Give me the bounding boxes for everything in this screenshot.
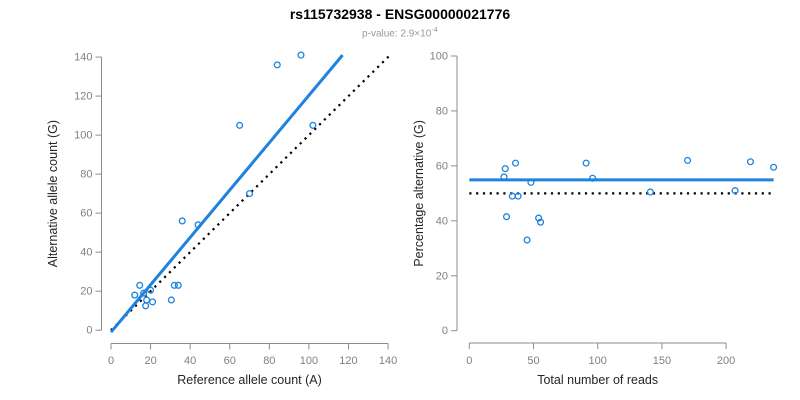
right-y-tick-label: 0 [442,325,448,337]
right-x-tick-label: 200 [717,355,735,367]
left-data-point [174,281,182,289]
right-data-point [508,192,516,200]
right-data-point [582,159,590,167]
left-y-tick-label: 60 [80,208,92,220]
left-x-tick-label: 140 [379,355,397,367]
right-data-point [746,158,755,166]
right-y-tick-label: 20 [436,270,448,282]
left-x-tick-label: 120 [339,355,357,367]
right-x-tick-label: 50 [527,355,539,367]
right-y-axis-title: Percentage alternative (G) [412,120,426,267]
left-data-point [147,286,155,294]
right-y-tick-label: 80 [436,105,448,117]
left-regression-fit-line [109,54,344,334]
left-data-point [236,121,244,129]
right-y-tick-label: 60 [436,160,448,172]
left-data-point [131,291,139,299]
left-x-tick-label: 0 [108,355,114,367]
figure-title: rs115732938 - ENSG00000021776 [289,6,511,22]
left-data-point [178,217,186,225]
left-x-tick-label: 40 [184,355,196,367]
figure-subtitle: p-value: 2.9×10-4 [0,25,800,39]
left-x-tick-label: 100 [300,355,318,367]
right-data-point [684,156,692,164]
left-data-point [297,51,305,59]
left-y-tick-label: 20 [80,286,92,298]
left-y-tick-label: 120 [74,91,92,103]
left-x-tick-label: 60 [224,355,236,367]
right-y-tick-label: 100 [430,51,448,63]
right-data-point [731,187,739,195]
right-x-tick-label: 100 [589,355,607,367]
left-y-tick-label: 100 [74,130,92,142]
right-data-point [589,174,597,182]
right-data-point [646,188,654,196]
right-data-point [535,214,543,222]
pvalue-exponent: -4 [431,25,438,34]
left-data-point [194,221,202,229]
left-y-tick-label: 80 [80,169,92,181]
left-x-tick-label: 80 [263,355,275,367]
left-y-tick-label: 0 [86,325,92,337]
left-data-point [309,121,317,129]
left-data-point [170,281,178,289]
left-data-point [136,281,144,289]
left-data-point [142,302,150,310]
left-data-point [140,289,148,297]
right-data-point [514,192,522,200]
right-data-point [500,173,508,181]
right-data-point [537,218,545,226]
left-y-tick-label: 140 [74,52,92,64]
left-data-point [149,298,157,306]
right-data-point [527,178,535,186]
right-x-tick-label: 0 [466,355,472,367]
right-data-point [501,165,509,173]
right-y-tick-label: 40 [436,215,448,227]
right-data-point [523,236,531,244]
pvalue-text: p-value: 2.9×10 [362,28,432,40]
right-data-point [770,163,778,171]
left-y-tick-label: 40 [80,247,92,259]
right-x-axis-title: Total number of reads [537,373,658,387]
left-identity-line [110,54,391,331]
left-x-tick-label: 20 [144,355,156,367]
left-data-point [273,61,281,69]
left-data-point [167,296,175,304]
right-x-tick-label: 150 [653,355,671,367]
right-data-point [511,159,520,167]
left-data-point [245,190,254,198]
left-data-point [143,296,151,304]
left-x-axis-title: Reference allele count (A) [177,373,322,387]
left-y-axis-title: Alternative allele count (G) [46,120,60,267]
right-data-point [502,213,511,221]
